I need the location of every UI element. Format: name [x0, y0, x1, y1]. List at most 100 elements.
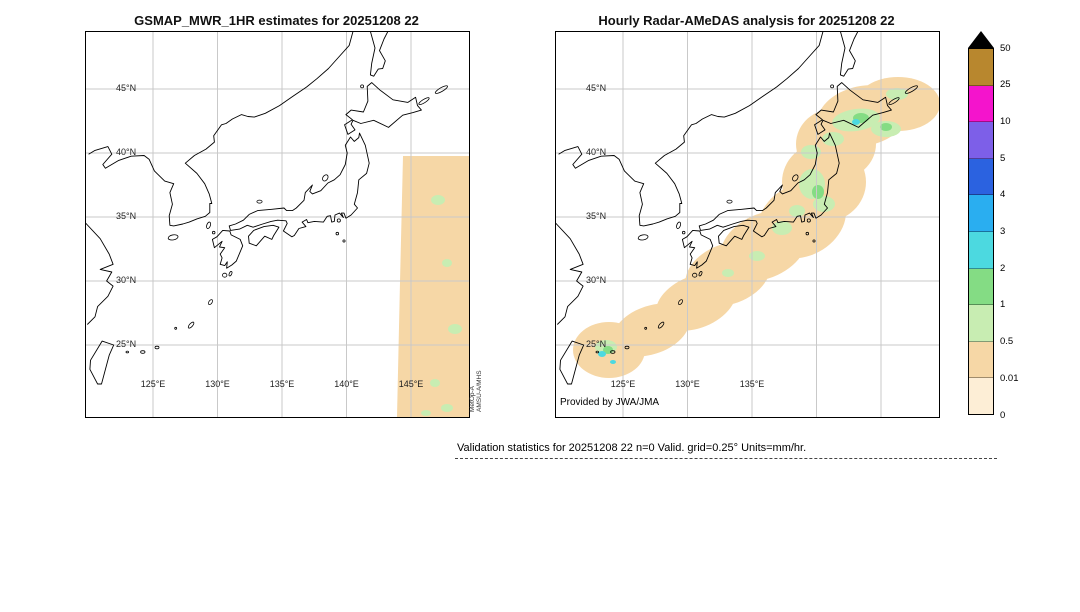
data-source-label: Provided by JWA/JMA: [560, 397, 660, 408]
lat-tick-label: 30°N: [116, 275, 137, 285]
colorbar: [968, 48, 994, 415]
island-outline: [830, 84, 835, 89]
colorbar-tick-label: 0: [1000, 409, 1006, 421]
coastline: [228, 132, 370, 238]
island-outline: [256, 199, 263, 204]
lon-tick-label: 135°E: [269, 379, 295, 389]
island-outline: [904, 85, 918, 94]
sensor-annotation-line2: AMSU-A/MHS: [476, 370, 483, 412]
precip-shade: [772, 221, 792, 235]
coastline: [248, 224, 280, 247]
validation-caption: Validation statistics for 20251208 22 n=…: [457, 442, 807, 454]
colorbar-segment: [969, 305, 993, 342]
lat-tick-label: 40°N: [586, 147, 607, 157]
precip-shade: [789, 205, 805, 217]
coastline: [89, 340, 115, 385]
map-panel-radar: 45°N 40°N 35°N 30°N 25°N 125°E 130°E 135…: [555, 31, 940, 418]
coastline: [559, 340, 585, 385]
precip-shade: [397, 156, 469, 417]
island-outline: [174, 326, 178, 330]
precip-shade: [421, 410, 431, 416]
map-canvas-gsmap: [86, 32, 469, 417]
colorbar-segment: [969, 85, 993, 123]
colorbar-tick-label: 10: [1000, 115, 1011, 127]
precip-shade: [448, 324, 462, 334]
precip-shade: [812, 185, 824, 199]
colorbar-segment: [969, 268, 993, 306]
island-outline: [335, 231, 339, 236]
island-outline: [595, 350, 599, 354]
island-outline: [208, 299, 213, 305]
precip-shade: [880, 123, 892, 131]
precip-shade: [431, 195, 445, 205]
island-outline: [681, 230, 686, 235]
colorbar-tick-label: 0.5: [1000, 336, 1014, 348]
colorbar-tick-label: 25: [1000, 79, 1011, 91]
lon-tick-label: 140°E: [334, 379, 359, 389]
island-outline: [322, 174, 329, 182]
precip-shade: [610, 360, 616, 364]
coastline: [369, 32, 389, 77]
lon-tick-label: 125°E: [610, 379, 636, 389]
precip-shade: [430, 379, 440, 387]
island-outline: [211, 230, 216, 235]
colorbar-tick-label: 1: [1000, 299, 1006, 311]
lat-tick-label: 25°N: [586, 339, 607, 349]
island-outline: [888, 97, 900, 105]
island-outline: [692, 272, 698, 278]
island-outline: [187, 321, 195, 329]
lon-tick-label: 135°E: [739, 379, 765, 389]
colorbar-tick-label: 0.01: [1000, 372, 1019, 384]
island-outline: [140, 350, 146, 354]
coastline: [88, 32, 354, 227]
lon-tick-label: 145°E: [398, 379, 424, 389]
coastline: [839, 32, 859, 77]
colorbar-segment: [969, 341, 993, 379]
caption-divider-line: [455, 458, 997, 459]
island-outline: [125, 350, 129, 354]
coastline: [344, 82, 422, 135]
lon-tick-label: 125°E: [140, 379, 166, 389]
colorbar-segment: [969, 378, 993, 414]
island-outline: [644, 326, 648, 330]
island-outline: [336, 218, 341, 223]
precip-shade: [801, 145, 821, 159]
island-outline: [418, 97, 430, 105]
island-outline: [657, 321, 665, 329]
coastline: [558, 32, 824, 227]
panel-title-radar: Hourly Radar-AMeDAS analysis for 2025120…: [598, 13, 895, 28]
island-outline: [206, 221, 212, 229]
island-outline: [360, 84, 365, 89]
precip-shade: [886, 88, 908, 100]
island-outline: [678, 299, 683, 305]
colorbar-segment: [969, 158, 993, 196]
lat-tick-label: 45°N: [586, 83, 607, 93]
island-outline: [167, 234, 179, 241]
island-outline: [806, 218, 811, 223]
colorbar-tick-label: 50: [1000, 42, 1011, 54]
coastline: [681, 229, 714, 269]
colorbar-tick-label: 3: [1000, 226, 1006, 237]
precip-shade: [598, 351, 606, 357]
island-outline: [434, 85, 448, 94]
lat-tick-label: 30°N: [586, 275, 607, 285]
precip-shade: [722, 269, 734, 277]
coastline: [211, 229, 244, 269]
lat-tick-label: 35°N: [586, 211, 607, 221]
island-outline: [228, 271, 233, 277]
colorbar-segment: [969, 195, 993, 232]
precip-shade: [441, 404, 453, 412]
colorbar-tick-label: 5: [1000, 152, 1006, 164]
coastline: [698, 132, 840, 238]
colorbar-tick-label: 4: [1000, 189, 1006, 201]
colorbar-tick-label: 2: [1000, 262, 1006, 274]
lat-tick-label: 45°N: [116, 83, 137, 93]
island-outline: [222, 272, 228, 278]
colorbar-segment: [969, 49, 993, 86]
precip-shade: [749, 251, 765, 261]
sensor-annotation: MetOp-A AMSU-A/MHS: [469, 370, 483, 412]
island-outline: [698, 271, 703, 277]
precip-shade: [822, 132, 844, 146]
lon-tick-label: 130°E: [205, 379, 230, 389]
